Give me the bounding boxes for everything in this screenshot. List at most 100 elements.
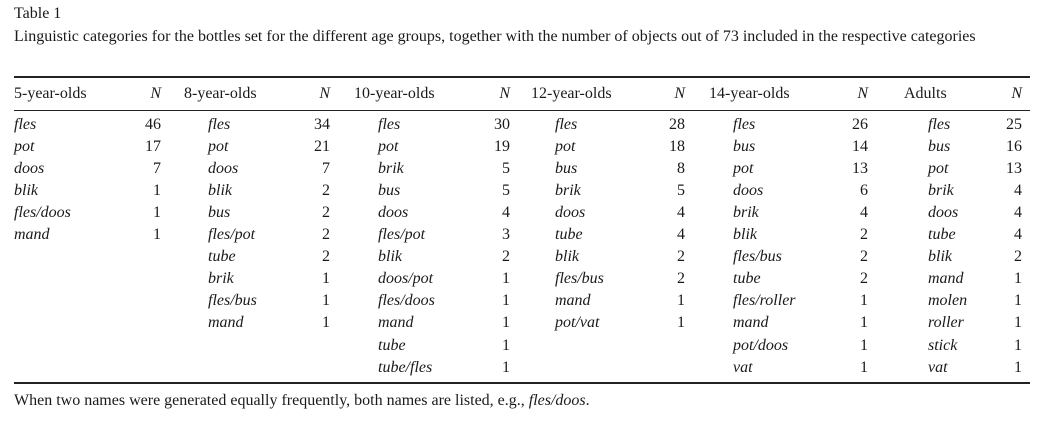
category-name: pot bbox=[928, 160, 949, 178]
category-count: 3 bbox=[502, 226, 510, 244]
column-header-group: Adults bbox=[904, 85, 947, 102]
category-name: pot bbox=[14, 138, 35, 156]
category-name: tube bbox=[733, 270, 761, 288]
category-name: bus bbox=[378, 182, 401, 200]
footnote-end: . bbox=[585, 392, 590, 409]
category-count: 28 bbox=[669, 116, 685, 133]
category-name: mand bbox=[14, 226, 50, 244]
category-name: fles/bus bbox=[733, 248, 782, 266]
category-name: doos bbox=[208, 160, 239, 178]
category-name: pot bbox=[208, 138, 229, 156]
category-name: fles/bus bbox=[208, 292, 257, 310]
category-name: fles bbox=[928, 116, 951, 133]
category-count: 2 bbox=[677, 248, 685, 266]
column-header-n: N bbox=[319, 85, 330, 102]
category-count: 2 bbox=[322, 182, 330, 200]
category-name: blik bbox=[208, 182, 232, 200]
table-label: Table 1 bbox=[14, 5, 62, 22]
category-count: 4 bbox=[677, 204, 685, 222]
category-name: pot bbox=[555, 138, 576, 156]
table-row: fles/doos 1 bus 2 doos 4 doos 4 brik 4 doos 4 bbox=[0, 202, 1060, 224]
category-count: 30 bbox=[494, 116, 510, 133]
category-name: blik bbox=[733, 226, 757, 244]
category-name: mand bbox=[733, 314, 769, 332]
category-count: 1 bbox=[860, 314, 868, 332]
category-count: 1 bbox=[1014, 314, 1022, 332]
category-count: 4 bbox=[502, 204, 510, 222]
category-count: 2 bbox=[322, 226, 330, 244]
table-row: doos 7 doos 7 brik 5 bus 8 pot 13 pot 13 bbox=[0, 158, 1060, 180]
category-name: fles/doos bbox=[14, 204, 71, 222]
category-count: 5 bbox=[677, 182, 685, 200]
category-name: blik bbox=[555, 248, 579, 266]
category-name: doos bbox=[733, 182, 764, 200]
category-count: 1 bbox=[677, 292, 685, 310]
category-name: tube bbox=[378, 336, 406, 354]
category-count: 21 bbox=[314, 138, 330, 156]
category-name: fles/pot bbox=[208, 226, 256, 244]
category-name: brik bbox=[208, 270, 234, 288]
category-count: 1 bbox=[1014, 358, 1022, 376]
category-count: 25 bbox=[1006, 116, 1022, 133]
category-name: pot bbox=[378, 138, 399, 156]
table-row: fles/bus 1 fles/doos 1 mand 1 fles/roller 1 mole… bbox=[0, 290, 1060, 312]
category-count: 1 bbox=[1014, 292, 1022, 310]
category-count: 4 bbox=[860, 204, 868, 222]
table-row: tube 1 pot/doos 1 stick 1 bbox=[0, 335, 1060, 357]
category-name: mand bbox=[378, 314, 414, 332]
category-count: 2 bbox=[322, 204, 330, 222]
category-name: bus bbox=[208, 204, 231, 222]
category-name: doos/pot bbox=[378, 270, 434, 288]
category-name: vat bbox=[928, 358, 948, 376]
category-name: fles/pot bbox=[378, 226, 426, 244]
category-count: 1 bbox=[322, 292, 330, 310]
table-row: fles 46 fles 34 fles 30 fles 28 fles 26 fles 25 bbox=[0, 114, 1060, 136]
table-row: blik 1 blik 2 bus 5 brik 5 doos 6 brik 4 bbox=[0, 180, 1060, 202]
category-name: brik bbox=[733, 204, 759, 222]
category-count: 5 bbox=[502, 182, 510, 200]
category-name: brik bbox=[555, 182, 581, 200]
category-name: blik bbox=[378, 248, 402, 266]
category-count: 1 bbox=[677, 314, 685, 332]
category-count: 19 bbox=[494, 138, 510, 156]
category-name: fles bbox=[208, 116, 231, 133]
category-count: 34 bbox=[314, 116, 330, 133]
category-count: 2 bbox=[860, 226, 868, 244]
category-name: bus bbox=[555, 160, 578, 178]
footnote: When two names were generated equally fr… bbox=[14, 390, 590, 412]
column-header-group: 5-year-olds bbox=[14, 85, 87, 102]
table-row: pot 17 pot 21 pot 19 pot 18 bus 14 bus 16 bbox=[0, 136, 1060, 158]
category-name: blik bbox=[14, 182, 38, 200]
category-count: 18 bbox=[669, 138, 685, 156]
column-header-n: N bbox=[674, 85, 685, 102]
category-name: mand bbox=[928, 270, 964, 288]
category-count: 2 bbox=[860, 248, 868, 266]
column-header-group: 12-year-olds bbox=[531, 85, 612, 102]
category-count: 16 bbox=[1006, 138, 1022, 156]
category-count: 4 bbox=[1014, 182, 1022, 200]
category-count: 2 bbox=[502, 248, 510, 266]
column-header-n: N bbox=[1011, 85, 1022, 102]
category-count: 13 bbox=[1006, 160, 1022, 178]
category-count: 2 bbox=[860, 270, 868, 288]
category-count: 4 bbox=[677, 226, 685, 244]
category-count: 13 bbox=[852, 160, 868, 178]
category-count: 5 bbox=[502, 160, 510, 178]
category-name: bus bbox=[733, 138, 756, 156]
table-row: tube/fles 1 vat 1 vat 1 bbox=[0, 357, 1060, 379]
category-name: fles bbox=[378, 116, 401, 133]
table-caption: Linguistic categories for the bottles se… bbox=[14, 28, 976, 45]
category-name: stick bbox=[928, 336, 958, 354]
category-count: 2 bbox=[322, 248, 330, 266]
category-name: fles/doos bbox=[378, 292, 435, 310]
category-count: 1 bbox=[153, 226, 161, 244]
category-name: fles bbox=[14, 116, 37, 133]
category-count: 1 bbox=[1014, 270, 1022, 288]
category-count: 2 bbox=[1014, 248, 1022, 266]
category-count: 1 bbox=[502, 314, 510, 332]
category-count: 1 bbox=[860, 292, 868, 310]
category-count: 1 bbox=[502, 270, 510, 288]
category-name: tube bbox=[555, 226, 583, 244]
category-name: tube bbox=[208, 248, 236, 266]
category-name: tube bbox=[928, 226, 956, 244]
